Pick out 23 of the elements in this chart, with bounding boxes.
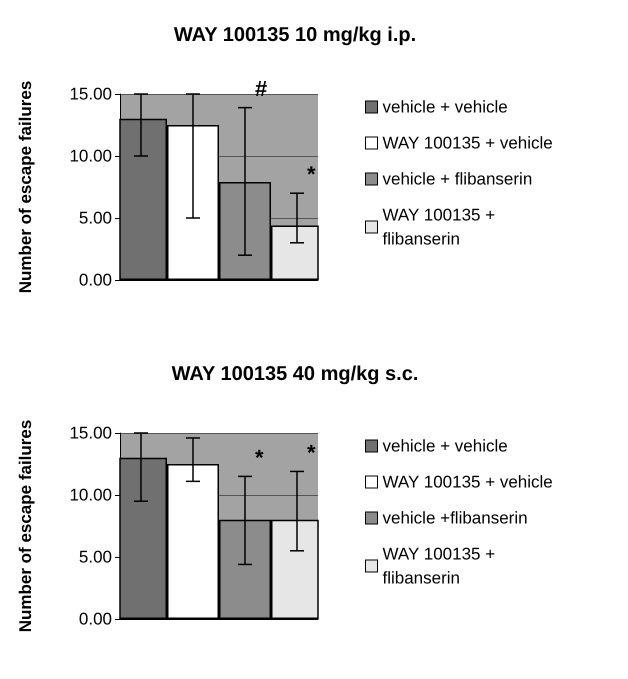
legend-label: vehicle +flibanserin: [382, 508, 528, 528]
legend-label: WAY 100135 + vehicle: [382, 472, 553, 492]
y-axis-title: Number of escape failures: [16, 80, 35, 294]
chart-title: WAY 100135 40 mg/kg s.c.: [172, 363, 418, 385]
annotation: *: [255, 444, 264, 470]
legend-label: WAY 100135 + flibanserin: [382, 206, 500, 248]
y-tick-label: 0.00: [78, 270, 112, 290]
legend-label: vehicle + vehicle: [382, 98, 508, 116]
y-tick-label: 0.00: [78, 610, 112, 628]
annotation: *: [307, 440, 316, 465]
annotation: *: [307, 162, 316, 187]
legend-label: WAY 100135 + flibanserin: [382, 544, 500, 588]
legend-label: WAY 100135 + vehicle: [382, 134, 553, 152]
legend-label: vehicle + flibanserin: [382, 170, 532, 188]
chart-title: WAY 100135 10 mg/kg i.p.: [174, 24, 416, 46]
legend-label: vehicle + vehicle: [382, 436, 508, 456]
y-tick-label: 15.00: [69, 424, 112, 442]
y-tick-label: 5.00: [78, 548, 112, 566]
y-tick-label: 10.00: [69, 486, 112, 504]
y-axis-title: Number of escape failures: [16, 420, 35, 632]
y-tick-label: 10.00: [69, 146, 112, 166]
y-tick-label: 15.00: [69, 84, 112, 104]
y-tick-label: 5.00: [78, 208, 112, 228]
